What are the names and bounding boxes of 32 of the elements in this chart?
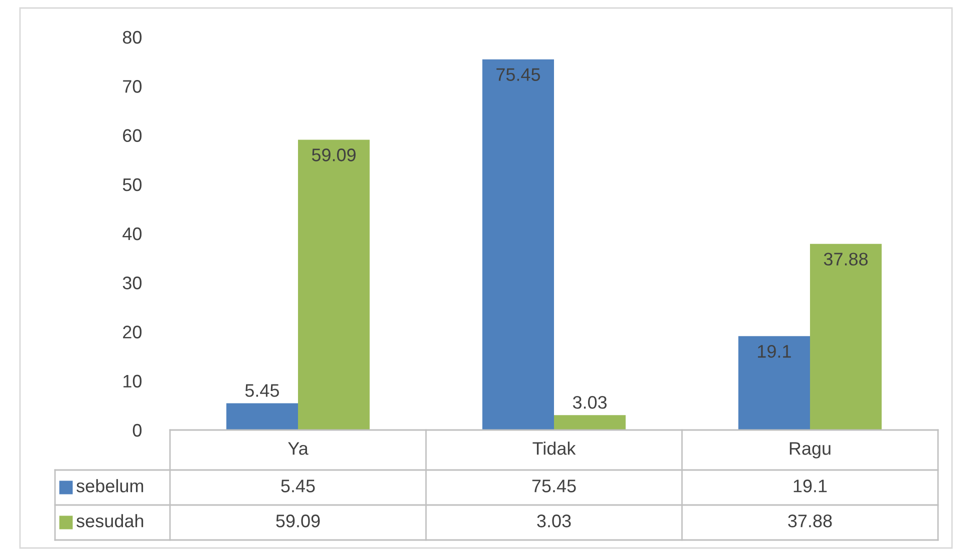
legend-label: sesudah xyxy=(76,514,144,528)
bar xyxy=(738,336,810,430)
bar xyxy=(298,140,370,430)
x-tick-label: Ya xyxy=(288,442,308,455)
data-label: 37.88 xyxy=(824,252,868,266)
y-tick-label: 0 xyxy=(132,424,142,437)
y-tick-label: 10 xyxy=(124,374,142,388)
text: 37.88 xyxy=(788,514,832,528)
y-tick-label: 30 xyxy=(122,276,142,290)
data-label: 75.45 xyxy=(496,68,540,81)
data-label: 5.45 xyxy=(245,384,279,397)
legend-label: sebelum xyxy=(76,479,144,492)
data-label: 3.03 xyxy=(572,396,607,409)
y-tick-label: 70 xyxy=(123,80,142,93)
y-tick-label: 20 xyxy=(123,326,142,338)
x-tick-label: Tidak xyxy=(532,442,576,455)
bar xyxy=(482,59,554,430)
text: 3.03 xyxy=(537,514,571,528)
y-tick-label: 40 xyxy=(122,227,142,240)
bar xyxy=(226,403,298,430)
y-tick-label: 60 xyxy=(123,129,142,142)
bar xyxy=(554,415,626,430)
y-tick-label: 50 xyxy=(122,178,142,192)
text: 19.1 xyxy=(794,480,827,492)
text: 75.45 xyxy=(532,480,576,492)
data-label: 59.09 xyxy=(312,148,356,162)
text: 59.09 xyxy=(276,514,320,528)
x-tick-label: Ragu xyxy=(790,442,830,458)
text: 5.45 xyxy=(281,480,315,492)
y-tick-label: 80 xyxy=(122,30,142,44)
data-label: 19.1 xyxy=(758,344,791,358)
bar xyxy=(810,244,882,430)
